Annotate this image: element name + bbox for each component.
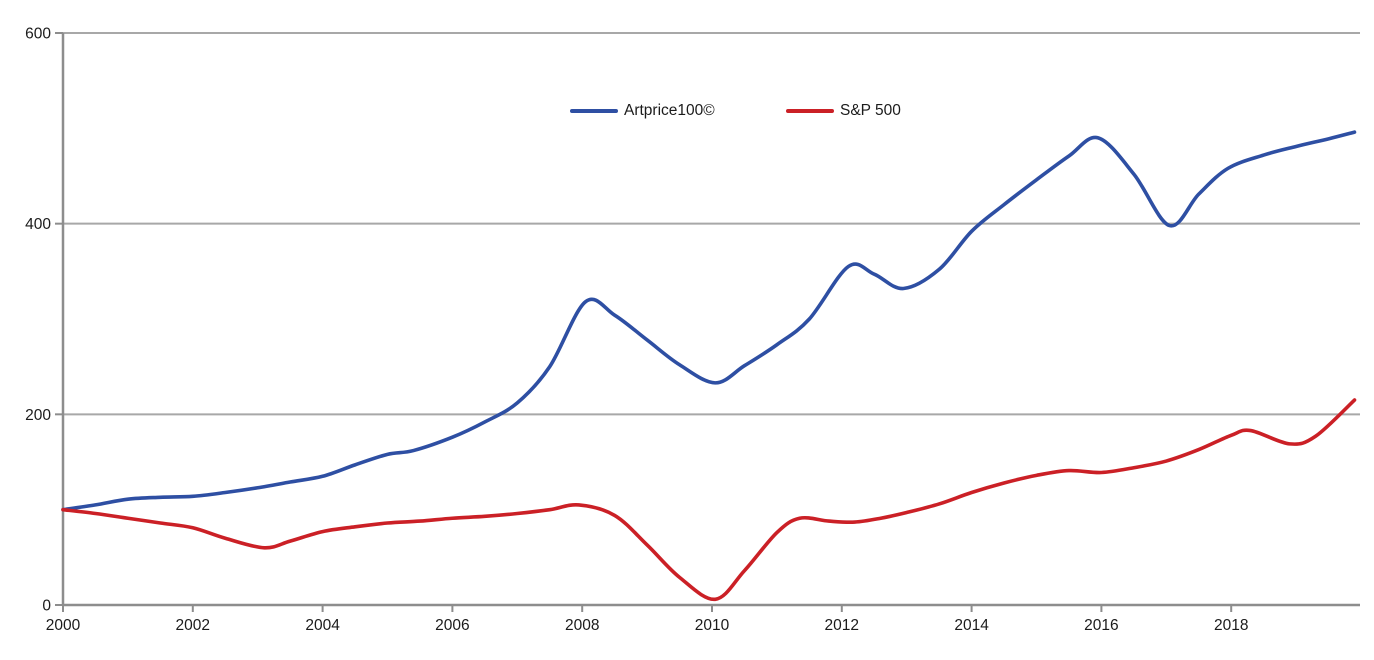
x-tick-label-2006: 2006: [435, 617, 469, 634]
y-tick-label-600: 600: [25, 26, 51, 43]
x-tick-label-2002: 2002: [176, 617, 210, 634]
legend-label-artprice100: Artprice100©: [624, 102, 715, 119]
x-tick-label-2018: 2018: [1214, 617, 1248, 634]
legend-label-sp500: S&P 500: [840, 102, 901, 119]
x-tick-label-2016: 2016: [1084, 617, 1118, 634]
y-tick-label-0: 0: [42, 598, 51, 615]
y-tick-label-200: 200: [25, 407, 51, 424]
artprice100-line: [61, 130, 1357, 512]
y-tick-label-400: 400: [25, 216, 51, 233]
artprice100-line-swatch: [570, 109, 618, 113]
x-tick-label-2012: 2012: [825, 617, 859, 634]
x-tick-label-2004: 2004: [305, 617, 340, 634]
x-tick-label-2000: 2000: [46, 617, 81, 634]
x-tick-label-2014: 2014: [954, 617, 989, 634]
x-tick-label-2010: 2010: [695, 617, 730, 634]
x-tick-label-2008: 2008: [565, 617, 599, 634]
legend-item-sp500: S&P 500: [786, 101, 901, 121]
sp500-line: [61, 398, 1357, 602]
legend-item-artprice100: Artprice100©: [570, 101, 715, 121]
sp500-line-swatch: [786, 109, 834, 113]
